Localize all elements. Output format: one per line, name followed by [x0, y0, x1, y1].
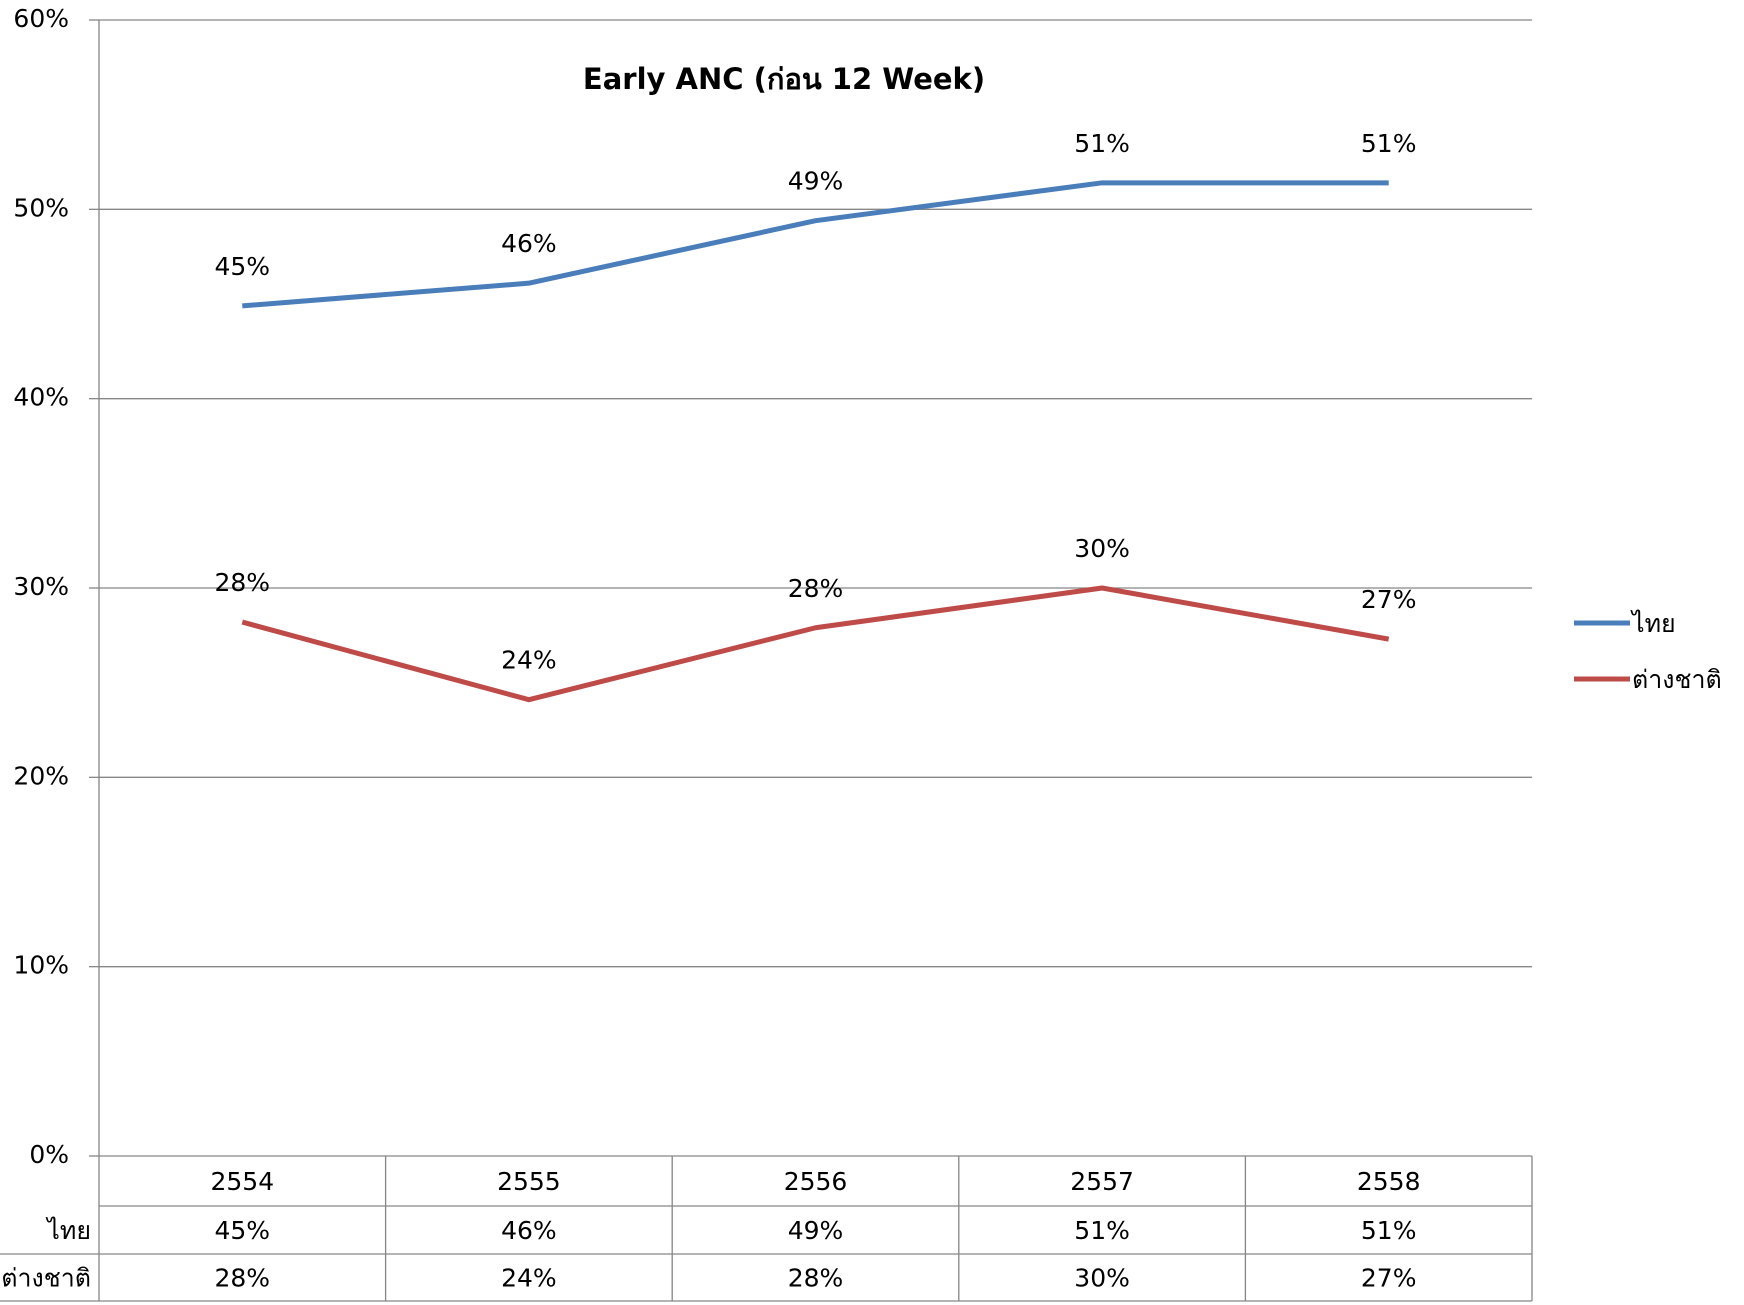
x-tick-label: 2558 — [1357, 1167, 1421, 1196]
chart-title: Early ANC (ก่อน 12 Week) — [583, 62, 985, 96]
x-tick-label: 2556 — [784, 1167, 848, 1196]
table-value: 46% — [501, 1216, 557, 1245]
x-tick-label: 2554 — [210, 1167, 274, 1196]
y-tick-label: 0% — [29, 1140, 69, 1169]
data-label: 28% — [788, 574, 844, 603]
table-value: 49% — [788, 1216, 844, 1245]
data-label: 30% — [1074, 534, 1130, 563]
data-label: 27% — [1361, 585, 1417, 614]
legend-label: ต่างชาติ — [1632, 665, 1722, 694]
table-value: 28% — [215, 1264, 271, 1293]
data-label: 45% — [215, 252, 271, 281]
y-tick-label: 50% — [13, 193, 69, 222]
x-tick-label: 2557 — [1070, 1167, 1134, 1196]
table-value: 27% — [1361, 1264, 1417, 1293]
table-row-label: ต่างชาติ — [1, 1264, 91, 1293]
table-row-label: ไทย — [45, 1216, 91, 1245]
table-value: 28% — [788, 1264, 844, 1293]
table-value: 45% — [215, 1216, 271, 1245]
table-value: 51% — [1361, 1216, 1417, 1245]
series-line — [241, 585, 1390, 703]
y-tick-label: 10% — [13, 951, 69, 980]
y-tick-label: 40% — [13, 383, 69, 412]
y-tick-label: 60% — [13, 4, 69, 33]
data-label: 46% — [501, 229, 557, 258]
data-label: 49% — [788, 167, 844, 196]
series-line — [242, 180, 1389, 309]
table-value: 30% — [1074, 1264, 1130, 1293]
legend-label: ไทย — [1630, 609, 1676, 638]
x-tick-label: 2555 — [497, 1167, 561, 1196]
table-value: 51% — [1074, 1216, 1130, 1245]
data-label: 28% — [215, 568, 271, 597]
table-value: 24% — [501, 1264, 557, 1293]
data-label: 51% — [1361, 129, 1417, 158]
data-label: 24% — [501, 646, 557, 675]
data-label: 51% — [1074, 129, 1130, 158]
y-tick-label: 20% — [13, 761, 69, 790]
y-tick-label: 30% — [13, 572, 69, 601]
